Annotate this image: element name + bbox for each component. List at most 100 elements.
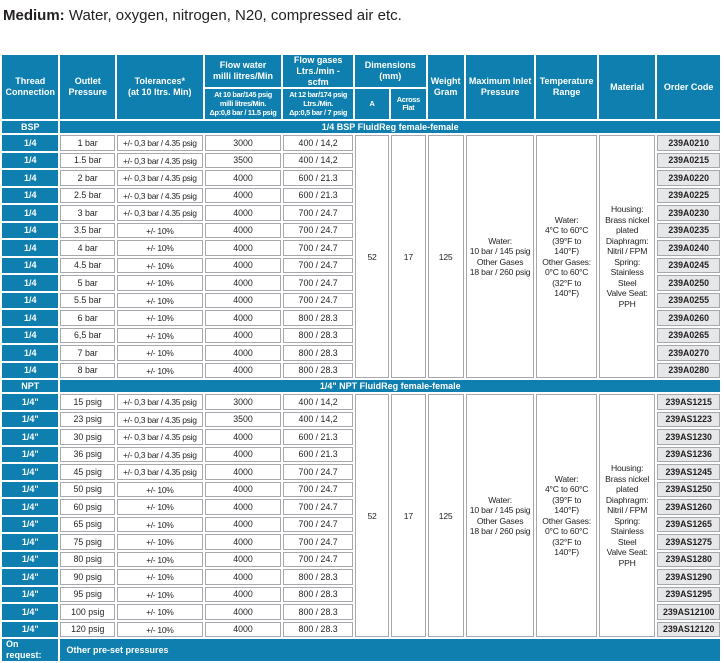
cell-order-code: 239AS1245 xyxy=(657,464,720,480)
cell-outlet-pressure: 2.5 bar xyxy=(60,187,115,204)
col-subheader-dimension-a: A xyxy=(354,89,390,120)
bsp-row-13: 1/4 7 bar +/- 10% 4000 800 / 28.3 239A0270 xyxy=(2,345,720,361)
cell-order-code: 239AS12100 xyxy=(657,604,720,620)
footer-row: On request: Other pre-set pressures xyxy=(2,639,720,661)
cell-order-code: 239A0240 xyxy=(657,240,720,256)
cell-thread-connection: 1/4 xyxy=(2,327,59,344)
cell-order-code: 239A0280 xyxy=(657,362,720,379)
cell-outlet-pressure: 4 bar xyxy=(60,240,115,256)
npt-row-14: 1/4" 120 psig +/- 10% 4000 800 / 28.3 239AS12… xyxy=(2,621,720,638)
cell-flow-gases: 400 / 14,2 xyxy=(283,135,353,151)
cell-tolerance: +/- 10% xyxy=(116,534,203,550)
spec-table-header: Thread Connection Outlet Pressure Tolera… xyxy=(2,55,720,120)
cell-order-code: 239A0220 xyxy=(657,170,720,186)
cell-flow-gases: 700 / 24.7 xyxy=(283,499,353,515)
cell-thread-connection: 1/4 xyxy=(2,205,59,221)
cell-outlet-pressure: 5.5 bar xyxy=(60,292,115,309)
cell-tolerance: +/- 0,3 bar / 4.35 psig xyxy=(116,187,203,204)
cell-tolerance: +/- 10% xyxy=(116,604,203,620)
cell-tolerance: +/- 0,3 bar / 4.35 psig xyxy=(116,170,203,186)
cell-outlet-pressure: 90 psig xyxy=(60,569,115,585)
cell-thread-connection: 1/4" xyxy=(2,411,59,428)
cell-tolerance: +/- 0,3 bar / 4.35 psig xyxy=(116,464,203,480)
cell-outlet-pressure: 15 psig xyxy=(60,394,115,410)
cell-dimension-a-bsp: 52 xyxy=(354,135,390,379)
npt-row-11: 1/4" 90 psig +/- 10% 4000 800 / 28.3 239AS129… xyxy=(2,569,720,585)
cell-flow-gases: 700 / 24.7 xyxy=(283,205,353,221)
cell-outlet-pressure: 100 psig xyxy=(60,604,115,620)
bsp-row-12: 1/4 6,5 bar +/- 10% 4000 800 / 28.3 239A0265 xyxy=(2,327,720,344)
cell-order-code: 239AS1250 xyxy=(657,481,720,498)
col-header-temperature-range: Temperature Range xyxy=(536,55,597,120)
cell-flow-gases: 700 / 24.7 xyxy=(283,516,353,533)
page-title: Medium: Water, oxygen, nitrogen, N20, co… xyxy=(0,0,724,25)
cell-flow-water: 4000 xyxy=(204,446,282,463)
spec-table: Thread Connection Outlet Pressure Tolera… xyxy=(0,53,722,663)
npt-row-10: 1/4" 80 psig +/- 10% 4000 700 / 24.7 239AS128… xyxy=(2,551,720,568)
cell-across-flat-bsp: 17 xyxy=(391,135,426,379)
npt-row-3: 1/4" 30 psig +/- 0,3 bar / 4.35 psig 4000 60… xyxy=(2,429,720,445)
cell-flow-water: 4000 xyxy=(204,310,282,326)
section-label-bsp: BSP xyxy=(2,121,59,134)
cell-thread-connection: 1/4" xyxy=(2,569,59,585)
cell-thread-connection: 1/4 xyxy=(2,240,59,256)
npt-row-13: 1/4" 100 psig +/- 10% 4000 800 / 28.3 239AS12… xyxy=(2,604,720,620)
bsp-row-3: 1/4 2 bar +/- 0,3 bar / 4.35 psig 4000 600 /… xyxy=(2,170,720,186)
col-header-max-inlet-pressure: Maximum Inlet Pressure xyxy=(465,55,535,120)
cell-order-code: 239A0225 xyxy=(657,187,720,204)
cell-flow-gases: 700 / 24.7 xyxy=(283,481,353,498)
cell-outlet-pressure: 8 bar xyxy=(60,362,115,379)
cell-flow-water: 4000 xyxy=(204,464,282,480)
cell-outlet-pressure: 60 psig xyxy=(60,499,115,515)
cell-flow-water: 4000 xyxy=(204,345,282,361)
cell-flow-water: 4000 xyxy=(204,481,282,498)
npt-row-4: 1/4" 36 psig +/- 0,3 bar / 4.35 psig 4000 60… xyxy=(2,446,720,463)
cell-order-code: 239AS1280 xyxy=(657,551,720,568)
cell-thread-connection: 1/4" xyxy=(2,516,59,533)
cell-outlet-pressure: 6 bar xyxy=(60,310,115,326)
cell-outlet-pressure: 120 psig xyxy=(60,621,115,638)
cell-temperature-range-bsp: Water: 4°C to 60°C (39°F to 140°F) Other… xyxy=(536,135,597,379)
footer-label: On request: xyxy=(2,639,59,661)
cell-flow-gases: 800 / 28.3 xyxy=(283,310,353,326)
cell-flow-water: 4000 xyxy=(204,586,282,603)
cell-flow-water: 4000 xyxy=(204,327,282,344)
bsp-row-14: 1/4 8 bar +/- 10% 4000 800 / 28.3 239A0280 xyxy=(2,362,720,379)
cell-order-code: 239AS1290 xyxy=(657,569,720,585)
npt-row-12: 1/4" 95 psig +/- 10% 4000 800 / 28.3 239AS129… xyxy=(2,586,720,603)
col-header-outlet-pressure: Outlet Pressure xyxy=(60,55,115,120)
col-subheader-flow-gases: At 12 bar/174 psig Ltrs./Min. Δp:0,5 bar… xyxy=(283,89,353,120)
cell-thread-connection: 1/4" xyxy=(2,586,59,603)
cell-flow-gases: 800 / 28.3 xyxy=(283,345,353,361)
cell-thread-connection: 1/4" xyxy=(2,551,59,568)
cell-thread-connection: 1/4" xyxy=(2,394,59,410)
npt-row-8: 1/4" 65 psig +/- 10% 4000 700 / 24.7 239AS126… xyxy=(2,516,720,533)
cell-order-code: 239A0265 xyxy=(657,327,720,344)
cell-order-code: 239AS1230 xyxy=(657,429,720,445)
col-subheader-flow-water: At 10 bar/145 psig milli litres/Min. Δp:… xyxy=(204,89,282,120)
cell-thread-connection: 1/4 xyxy=(2,345,59,361)
header-row-1: Thread Connection Outlet Pressure Tolera… xyxy=(2,55,720,120)
cell-thread-connection: 1/4" xyxy=(2,604,59,620)
cell-outlet-pressure: 5 bar xyxy=(60,275,115,291)
cell-tolerance: +/- 0,3 bar / 4.35 psig xyxy=(116,411,203,428)
cell-flow-gases: 400 / 14,2 xyxy=(283,152,353,169)
cell-flow-water: 4000 xyxy=(204,362,282,379)
cell-thread-connection: 1/4 xyxy=(2,310,59,326)
section-banner-row-npt: NPT 1/4" NPT FluidReg female-female xyxy=(2,380,720,393)
cell-outlet-pressure: 50 psig xyxy=(60,481,115,498)
cell-material-npt: Housing: Brass nickel plated Diaphragm: … xyxy=(598,394,656,638)
cell-outlet-pressure: 45 psig xyxy=(60,464,115,480)
cell-outlet-pressure: 36 psig xyxy=(60,446,115,463)
cell-flow-water: 4000 xyxy=(204,292,282,309)
col-header-thread-connection: Thread Connection xyxy=(2,55,59,120)
cell-flow-gases: 600 / 21.3 xyxy=(283,187,353,204)
col-header-order-code: Order Code xyxy=(657,55,720,120)
cell-tolerance: +/- 10% xyxy=(116,551,203,568)
cell-flow-gases: 800 / 28.3 xyxy=(283,604,353,620)
medium-text: Water, oxygen, nitrogen, N20, compressed… xyxy=(64,7,402,24)
cell-outlet-pressure: 6,5 bar xyxy=(60,327,115,344)
footer-text: Other pre-set pressures xyxy=(60,639,720,661)
cell-outlet-pressure: 75 psig xyxy=(60,534,115,550)
cell-tolerance: +/- 10% xyxy=(116,481,203,498)
